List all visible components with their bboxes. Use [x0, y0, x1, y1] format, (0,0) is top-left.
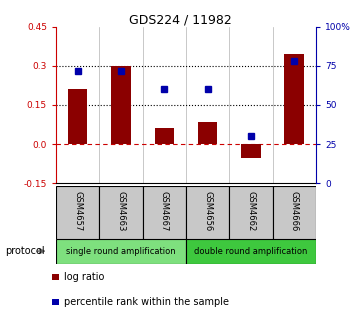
Bar [229, 186, 273, 239]
Bar [143, 186, 186, 239]
Text: GDS224 / 11982: GDS224 / 11982 [129, 13, 232, 27]
Text: GSM4662: GSM4662 [247, 191, 255, 231]
Text: GSM4663: GSM4663 [117, 191, 125, 231]
Text: GSM4667: GSM4667 [160, 191, 169, 231]
Bar [111, 66, 131, 144]
Text: protocol: protocol [5, 246, 45, 256]
Text: log ratio: log ratio [64, 272, 105, 282]
Bar [198, 122, 217, 144]
Bar [56, 186, 99, 239]
Text: single round amplification: single round amplification [66, 247, 176, 256]
Bar [99, 186, 143, 239]
Bar [186, 186, 229, 239]
Bar [56, 239, 186, 264]
Text: GSM4656: GSM4656 [203, 191, 212, 231]
Bar [284, 54, 304, 144]
Text: double round amplification: double round amplification [194, 247, 308, 256]
Text: GSM4666: GSM4666 [290, 191, 299, 231]
Bar [273, 186, 316, 239]
Bar [155, 128, 174, 144]
Text: percentile rank within the sample: percentile rank within the sample [64, 297, 229, 307]
Text: GSM4657: GSM4657 [73, 191, 82, 231]
Bar [68, 89, 87, 144]
Bar [241, 144, 261, 158]
Bar [186, 239, 316, 264]
